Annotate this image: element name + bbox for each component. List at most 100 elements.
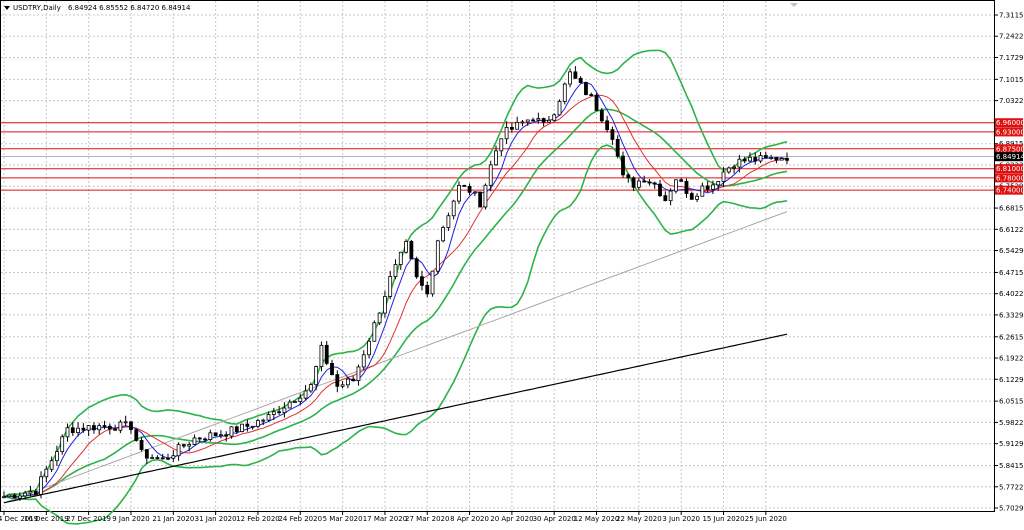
candle-body: [599, 110, 604, 122]
candle-body: [44, 468, 49, 478]
candle-body: [102, 425, 107, 427]
menu-triangle-icon[interactable]: [4, 6, 10, 10]
candle-body: [208, 432, 213, 440]
candle-body: [695, 195, 699, 200]
candle-body: [28, 491, 33, 494]
symbol-title: USDTRY,Daily: [13, 4, 61, 12]
price-axis: 7.31150 7.24220 7.17290 7.10150 7.03220 6.960…: [994, 12, 1024, 513]
candle-body: [256, 420, 260, 427]
candle-body: [737, 158, 742, 168]
candle-body: [621, 155, 625, 176]
price-tick-label: 6.12290: [999, 376, 1024, 384]
price-tick-label: 5.77220: [999, 483, 1024, 491]
candle-body: [23, 492, 28, 497]
scroll-marker-icon[interactable]: [790, 3, 798, 7]
candle-body: [652, 182, 657, 185]
candle-body: [160, 457, 165, 460]
candle-body: [594, 94, 599, 111]
candle-body: [726, 167, 731, 173]
time-tick-label: 16 Dec 2019: [24, 515, 69, 523]
time-tick-label: 15 Jun 2020: [702, 515, 744, 523]
candle-body: [467, 186, 472, 193]
candle-body: [425, 285, 430, 295]
price-tick-label: 6.40220: [999, 290, 1024, 298]
candle-body: [81, 427, 86, 431]
candle-body: [509, 127, 514, 130]
candle-body: [441, 227, 446, 242]
price-tick-label: 7.17290: [999, 54, 1024, 62]
candle-body: [753, 156, 758, 162]
time-tick-label: 31 Jan 2020: [195, 515, 237, 523]
price-level-label: 6.96000: [996, 119, 1024, 127]
candle-body: [139, 440, 144, 450]
candle-body: [584, 82, 588, 95]
candle-body: [478, 191, 483, 208]
candle-body: [150, 457, 155, 459]
time-tick-label: 5 Mar 2020: [323, 515, 363, 523]
candle-body: [155, 457, 160, 459]
price-tick-label: 6.05150: [999, 398, 1024, 406]
candle-body: [213, 432, 218, 437]
candle-body: [70, 427, 75, 433]
current-price-label: 6.84914: [996, 153, 1024, 161]
time-tick-label: 9 Jan 2020: [112, 515, 150, 523]
candle-body: [721, 171, 726, 182]
candle-body: [388, 276, 393, 297]
candle-body: [187, 444, 192, 447]
candle-body: [308, 384, 313, 392]
candle-body: [303, 390, 308, 399]
candle-body: [462, 184, 467, 187]
time-tick-label: 21 Jan 2020: [152, 515, 194, 523]
candle-body: [398, 251, 403, 265]
candle-body: [711, 184, 715, 190]
candle-body: [716, 181, 721, 186]
candle-body: [356, 366, 361, 382]
candle-body: [113, 428, 118, 431]
candle-body: [573, 71, 578, 79]
time-tick-label: 4 Dec 2019: [0, 515, 38, 523]
candle-body: [314, 366, 319, 386]
price-tick-label: 6.33290: [999, 311, 1024, 319]
candle-body: [499, 138, 504, 152]
ma-100-line: [3, 211, 788, 504]
candle-body: [610, 129, 615, 140]
candle-body: [525, 119, 530, 123]
price-level-label: 6.74000: [996, 187, 1024, 195]
price-level-tag: [995, 164, 1023, 174]
candle-body: [404, 240, 408, 253]
candle-body: [562, 83, 567, 102]
candle-body: [684, 180, 689, 194]
price-level-tag: [995, 185, 1023, 195]
candle-body: [742, 158, 747, 162]
time-tick-label: 17 Mar 2020: [363, 515, 407, 523]
price-level-label: 6.87500: [996, 145, 1024, 153]
candle-body: [144, 449, 149, 459]
candle-body: [647, 181, 652, 184]
candle-body: [658, 183, 662, 197]
candle-body: [123, 421, 128, 424]
ohlc-readout: 6.84924 6.85552 6.84720 6.84914: [68, 4, 191, 12]
candle-body: [250, 425, 255, 428]
candle-body: [615, 138, 620, 157]
candle-body: [2, 496, 6, 499]
candle-body: [774, 157, 779, 161]
candle-body: [60, 436, 65, 453]
candle-body: [166, 457, 170, 460]
candle-body: [293, 401, 297, 403]
candle-body: [266, 414, 271, 421]
candle-body: [446, 215, 451, 228]
candle-body: [234, 426, 239, 433]
candle-body: [758, 155, 763, 162]
candle-body: [689, 193, 694, 200]
candle-body: [642, 180, 647, 183]
candle-body: [319, 344, 324, 367]
candle-body: [663, 195, 668, 202]
candle-body: [748, 156, 752, 162]
time-tick-label: 12 May 2020: [574, 515, 620, 523]
candle-body: [7, 494, 12, 498]
price-tick-label: 6.89150: [999, 140, 1024, 148]
price-level-label: 6.81000: [996, 165, 1024, 173]
